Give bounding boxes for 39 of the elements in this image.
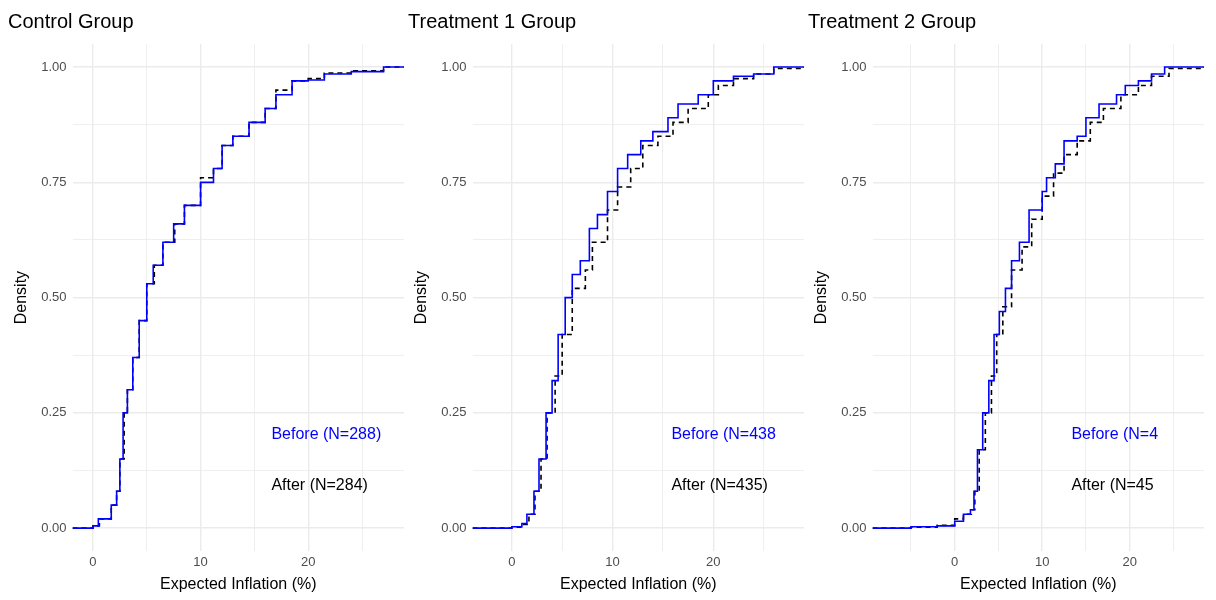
y-axis-title: Density <box>812 270 830 325</box>
y-tick-label: 0.75 <box>841 173 867 189</box>
y-axis-title: Density <box>412 270 430 325</box>
x-tick-label: 10 <box>605 553 620 569</box>
text: After (N=435) <box>671 475 768 493</box>
y-tick-label: 1.00 <box>441 58 467 74</box>
chart-title: Control Group <box>8 9 134 32</box>
y-tick-label: 0.50 <box>441 289 467 305</box>
y-tick-label: 0.25 <box>41 404 67 420</box>
y-tick-label: 0.25 <box>841 404 867 420</box>
x-tick-label: 0 <box>89 553 97 569</box>
x-tick-label: 10 <box>193 553 208 569</box>
text: Before (N=438 <box>671 424 777 442</box>
y-tick-label: 1.00 <box>41 58 67 74</box>
x-tick-label: 20 <box>300 553 316 569</box>
y-tick-label: 0.50 <box>41 289 67 305</box>
x-tick-label: 0 <box>508 553 516 569</box>
y-tick-label: 0.00 <box>841 519 867 535</box>
y-tick-label: 0.25 <box>441 404 467 420</box>
x-tick-label: 20 <box>1122 553 1137 569</box>
y-tick-label: 0.50 <box>841 289 867 305</box>
y-axis-title: Density <box>12 270 30 325</box>
x-tick-label: 20 <box>706 553 721 569</box>
text: Before (N=4 <box>1071 424 1159 442</box>
x-tick-label: 0 <box>951 553 959 569</box>
x-axis-title: Expected Inflation (%) <box>559 574 717 592</box>
y-tick-label: 1.00 <box>841 58 867 74</box>
x-axis-title: Expected Inflation (%) <box>959 574 1117 592</box>
x-tick-label: 10 <box>1034 553 1050 569</box>
y-tick-label: 0.00 <box>441 519 467 535</box>
text: After (N=284) <box>271 475 368 493</box>
text: Before (N=288) <box>271 424 382 442</box>
y-tick-label: 0.00 <box>41 519 67 535</box>
chart-title: Treatment 1 Group <box>408 9 577 32</box>
y-tick-label: 0.75 <box>41 173 67 189</box>
text: After (N=45 <box>1071 475 1154 493</box>
y-tick-label: 0.75 <box>441 173 467 189</box>
chart-title: Treatment 2 Group <box>808 9 977 32</box>
x-axis-title: Expected Inflation (%) <box>159 574 317 592</box>
